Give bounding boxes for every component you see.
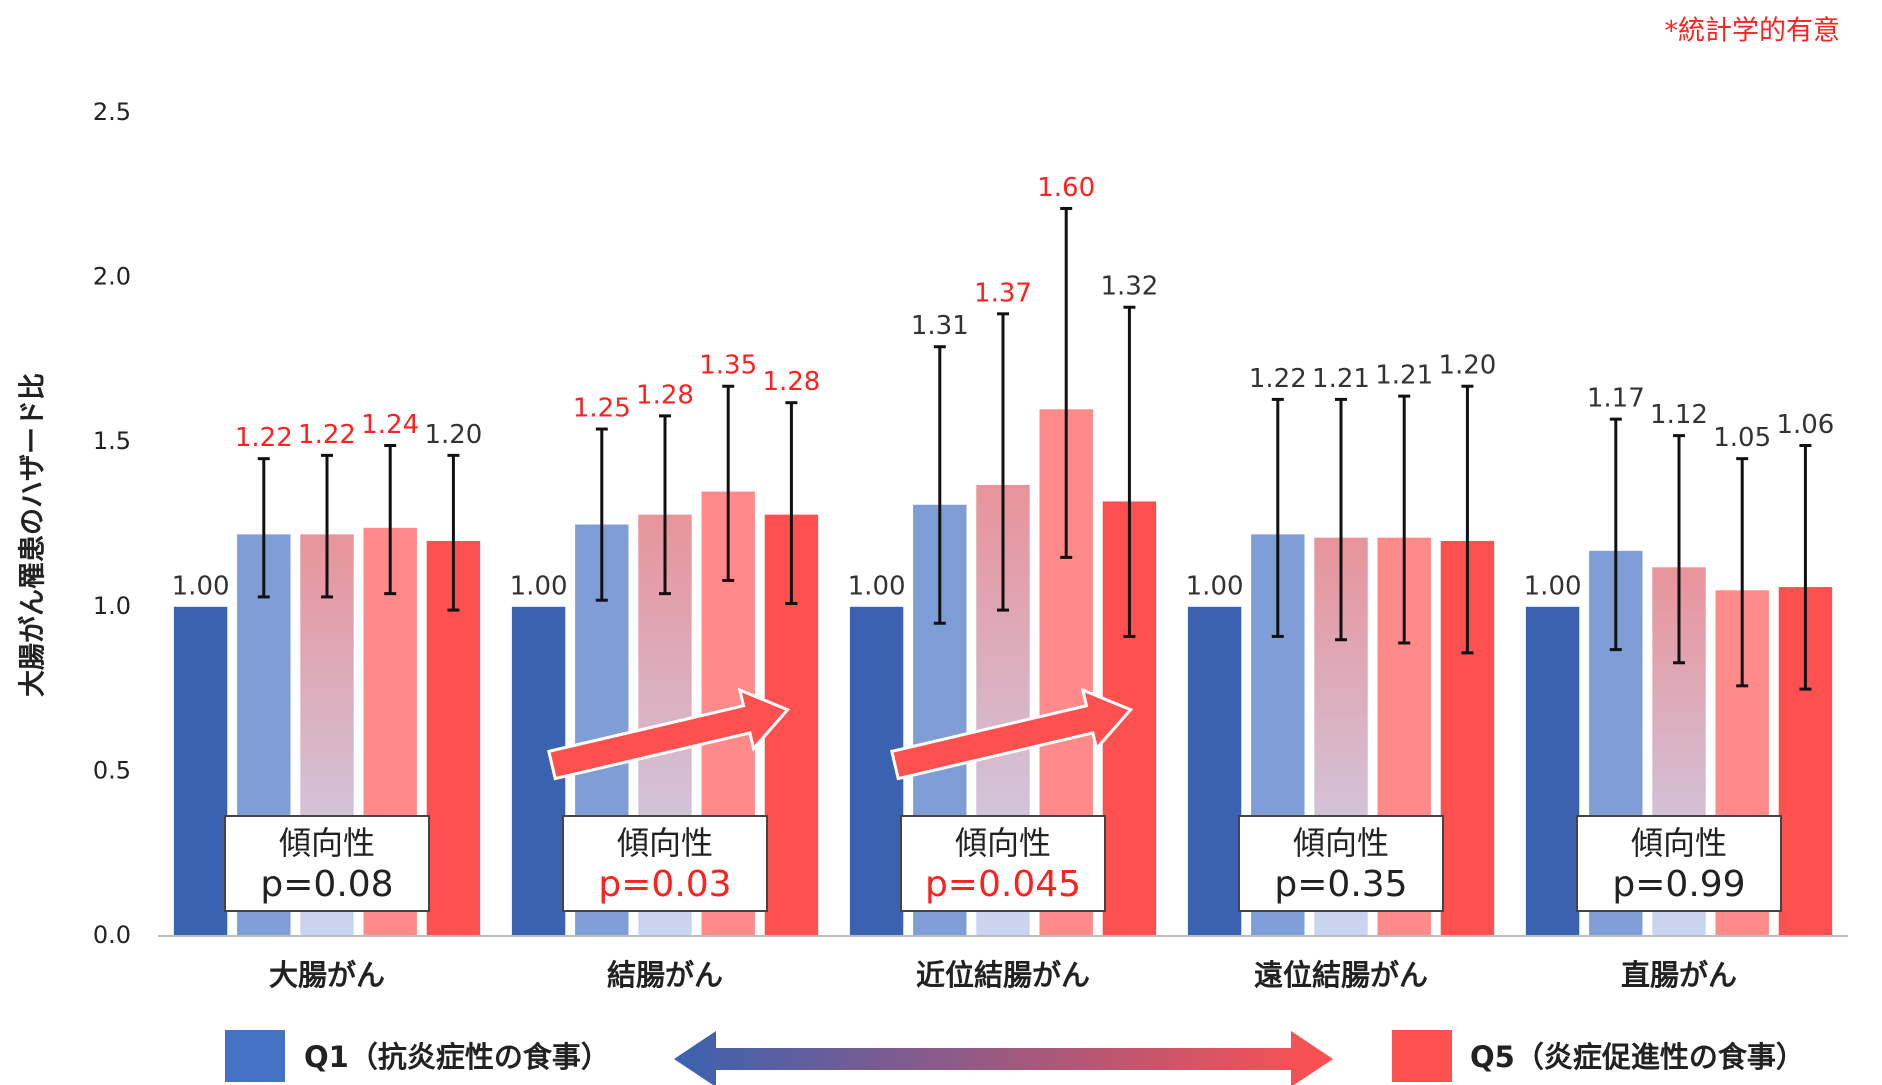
error-bar — [1736, 457, 1749, 688]
trend-p: p=0.08 — [260, 864, 393, 905]
value-label: 1.22 — [298, 420, 356, 450]
error-bar — [321, 453, 333, 599]
value-label: 1.28 — [636, 380, 694, 410]
error-bar — [257, 457, 270, 599]
value-label: 1.12 — [1650, 400, 1708, 430]
error-bar — [447, 453, 460, 612]
value-label: 1.32 — [1100, 272, 1158, 302]
error-bar — [595, 427, 608, 602]
trend-box — [224, 815, 430, 912]
y-axis-label: 大腸がん罹患のハザード比 — [17, 373, 49, 697]
error-bar — [659, 414, 671, 596]
legend-arrow — [674, 1031, 1333, 1085]
trend-p: p=0.35 — [1274, 864, 1407, 905]
value-label: 1.00 — [1524, 571, 1582, 601]
value-label: 1.22 — [1249, 364, 1307, 394]
bar — [849, 606, 904, 936]
error-bar — [997, 312, 1009, 612]
legend-swatch — [225, 1030, 285, 1082]
x-tick-label: 大腸がん — [269, 958, 385, 992]
trend-label: 傾向性 — [1293, 824, 1389, 862]
value-label: 1.20 — [424, 420, 482, 450]
error-bar — [1398, 394, 1411, 645]
value-label: 1.00 — [510, 571, 568, 601]
value-label: 1.00 — [1186, 571, 1244, 601]
error-bar — [384, 443, 397, 596]
legend-label: Q1（抗炎症性の食事） — [304, 1040, 610, 1074]
trend-label: 傾向性 — [617, 824, 713, 862]
x-tick-label: 近位結腸がん — [916, 958, 1090, 992]
trend-box — [562, 815, 768, 912]
x-tick-label: 直腸がん — [1621, 958, 1737, 992]
trend-label: 傾向性 — [1631, 824, 1727, 862]
error-bar — [933, 345, 946, 625]
trend-label: 傾向性 — [279, 824, 375, 862]
error-bar — [1123, 305, 1136, 638]
value-label: 1.22 — [235, 423, 293, 453]
value-label: 1.21 — [1375, 361, 1433, 391]
trend-box — [900, 815, 1106, 912]
note: *統計学的有意 — [1665, 16, 1841, 47]
value-label: 1.21 — [1312, 364, 1370, 394]
error-bar — [1799, 443, 1812, 691]
value-label: 1.28 — [762, 367, 820, 397]
value-label: 1.06 — [1776, 410, 1834, 440]
y-tick-label: 1.5 — [93, 427, 131, 455]
error-bar — [1673, 434, 1685, 665]
trend-arrow — [547, 687, 791, 781]
value-label: 1.25 — [573, 394, 631, 424]
trend-p: p=0.03 — [598, 864, 731, 905]
x-tick-label: 遠位結腸がん — [1254, 958, 1428, 992]
y-tick-label: 0.5 — [93, 756, 131, 784]
value-label: 1.20 — [1438, 351, 1496, 381]
error-bar — [785, 401, 798, 606]
error-bar — [1060, 206, 1073, 559]
trend-p: p=0.99 — [1612, 864, 1745, 905]
trend-p: p=0.045 — [925, 864, 1081, 905]
value-label: 1.00 — [848, 571, 906, 601]
x-tick-label: 結腸がん — [607, 958, 723, 992]
value-label: 1.00 — [172, 571, 230, 601]
value-label: 1.24 — [361, 410, 419, 440]
bar — [1525, 606, 1580, 936]
y-tick-label: 2.5 — [93, 98, 131, 126]
error-bar — [1335, 397, 1347, 642]
trend-arrow — [890, 687, 1134, 781]
legend-swatch — [1392, 1030, 1452, 1082]
bar — [1187, 606, 1242, 936]
y-tick-label: 1.0 — [93, 592, 131, 620]
value-label: 1.17 — [1587, 384, 1645, 414]
trend-label: 傾向性 — [955, 824, 1051, 862]
value-label: 1.37 — [974, 278, 1032, 308]
error-bar — [1271, 397, 1284, 638]
trend-box — [1576, 815, 1782, 912]
value-label: 1.60 — [1037, 173, 1095, 203]
y-tick-label: 2.0 — [93, 263, 131, 291]
value-label: 1.31 — [911, 311, 969, 341]
error-bar — [1609, 417, 1622, 652]
value-label: 1.35 — [699, 351, 757, 381]
legend-label: Q5（炎症促進性の食事） — [1470, 1040, 1805, 1074]
bar — [173, 606, 228, 936]
error-bar — [1461, 384, 1474, 655]
y-tick-label: 0.0 — [93, 921, 131, 949]
trend-box — [1238, 815, 1444, 912]
error-bar — [722, 384, 735, 582]
value-label: 1.05 — [1713, 423, 1771, 453]
